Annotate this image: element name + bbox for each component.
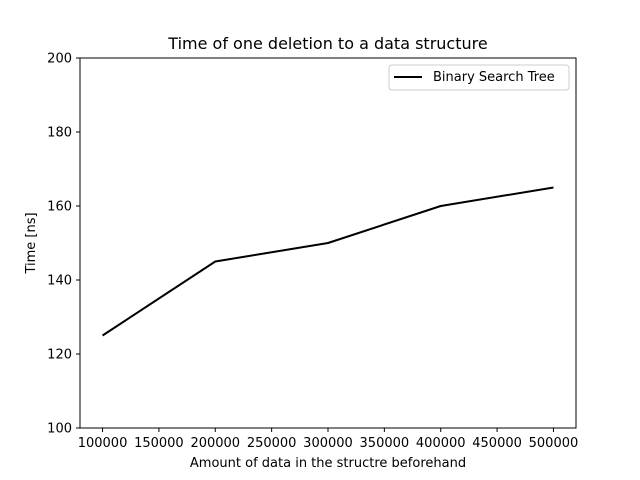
y-tick-label: 140	[47, 274, 72, 289]
x-tick-label: 250000	[247, 436, 297, 451]
legend: Binary Search Tree	[388, 64, 570, 91]
y-axis-label: Time [ns]	[24, 212, 39, 274]
x-tick-label: 450000	[472, 436, 522, 451]
x-tick-label: 100000	[78, 436, 128, 451]
x-axis: 100000 150000 200000 250000 300000 350000 4000…	[78, 428, 579, 451]
y-tick-label: 100	[47, 422, 72, 437]
y-tick-label: 160	[47, 200, 72, 215]
x-tick-label: 300000	[303, 436, 353, 451]
x-tick-label: 350000	[360, 436, 410, 451]
x-tick-label: 500000	[529, 436, 579, 451]
y-tick-label: 120	[47, 348, 72, 363]
x-tick-label: 200000	[190, 436, 240, 451]
chart-title: Time of one deletion to a data structure	[167, 34, 487, 53]
legend-box	[388, 64, 570, 91]
plot-area	[101, 186, 554, 337]
y-axis: 100 120 140 160 180 200	[47, 52, 80, 437]
x-axis-label: Amount of data in the structre beforehan…	[190, 456, 466, 471]
y-tick-label: 180	[47, 126, 72, 141]
legend-label-binary-search-tree: Binary Search Tree	[433, 70, 555, 85]
x-tick-label: 150000	[134, 436, 184, 451]
x-tick-label: 400000	[416, 436, 466, 451]
y-tick-label: 200	[47, 52, 72, 67]
